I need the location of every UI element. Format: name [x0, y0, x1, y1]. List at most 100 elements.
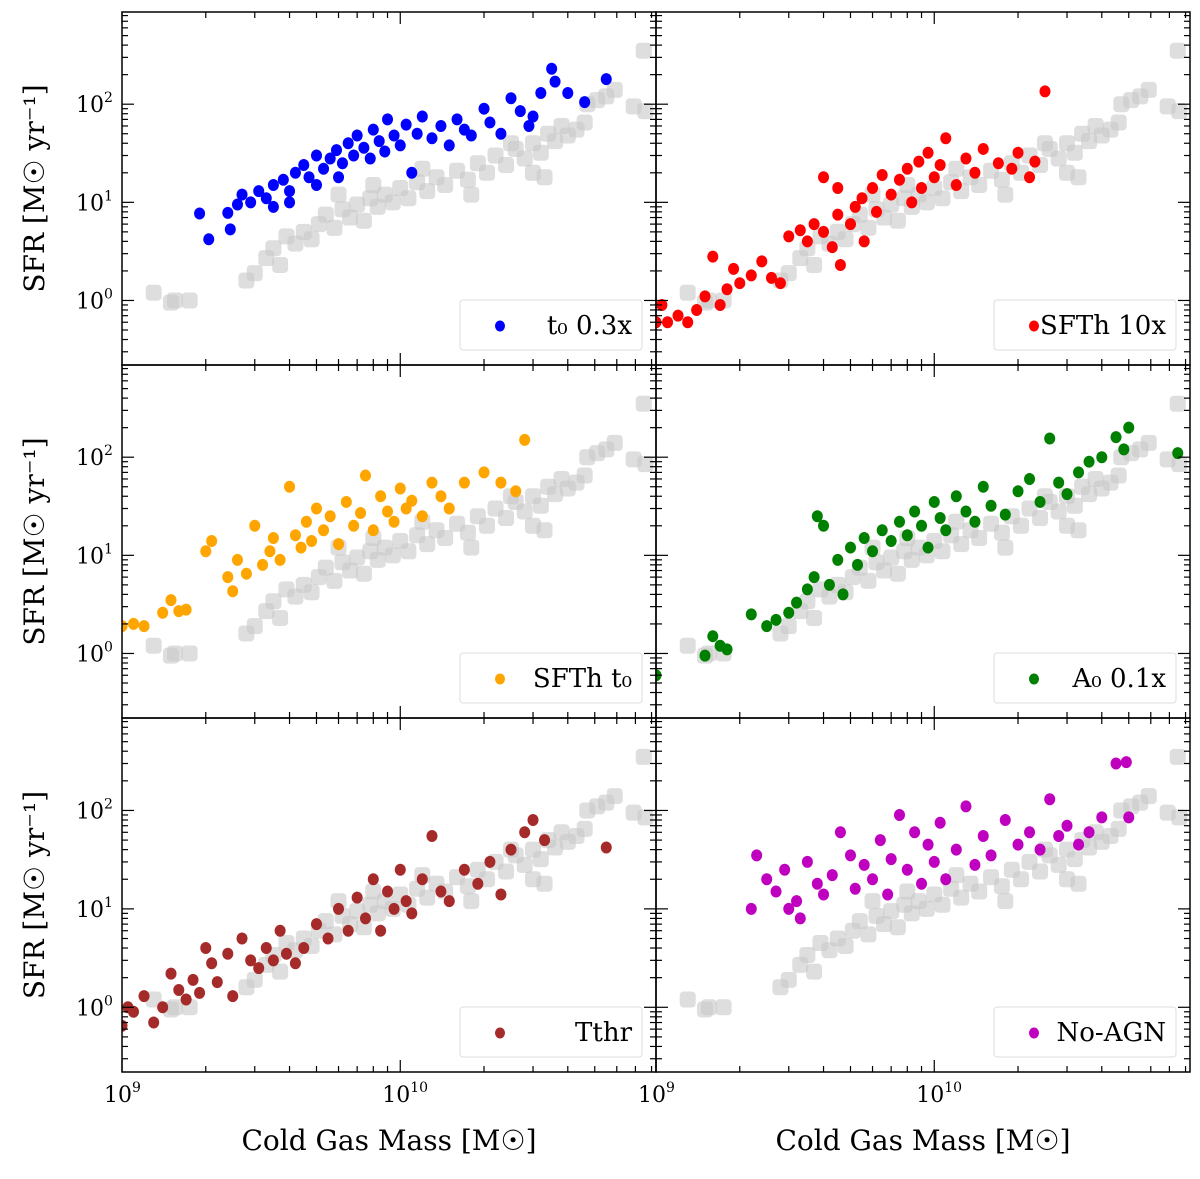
data-point — [934, 512, 946, 525]
reference-point — [679, 991, 696, 1008]
data-point — [200, 942, 212, 955]
data-point — [342, 137, 354, 150]
reference-point — [948, 513, 965, 530]
data-point — [844, 541, 856, 554]
reference-point — [1110, 114, 1127, 131]
data-point — [1120, 756, 1132, 769]
data-point — [1024, 472, 1036, 485]
tick-exponent: 0 — [104, 286, 113, 302]
data-point — [1172, 447, 1184, 460]
data-point — [267, 954, 279, 967]
data-point — [289, 166, 301, 179]
x-tick-label: 109 — [638, 1080, 675, 1108]
data-point — [435, 885, 447, 898]
reference-point — [799, 593, 816, 610]
reference-point — [903, 905, 920, 922]
data-point — [375, 490, 387, 503]
data-point — [922, 541, 934, 554]
data-point — [1034, 843, 1046, 856]
data-point — [128, 617, 140, 630]
data-point — [373, 135, 385, 148]
reference-point — [1013, 871, 1030, 888]
data-point — [1096, 811, 1108, 824]
legend-label: No-AGN — [1057, 1018, 1166, 1048]
data-point — [535, 87, 547, 100]
data-point — [284, 196, 296, 209]
reference-point — [948, 867, 965, 884]
data-point — [165, 594, 177, 607]
reference-point — [502, 135, 519, 152]
reference-point — [479, 164, 496, 181]
data-point — [721, 283, 733, 296]
data-point — [858, 235, 870, 248]
reference-point — [414, 160, 431, 177]
data-point — [1083, 826, 1095, 839]
data-point — [801, 235, 813, 248]
data-point — [484, 116, 496, 129]
reference-point — [1050, 856, 1067, 873]
data-point — [426, 830, 438, 843]
data-point — [818, 888, 830, 901]
data-point — [157, 606, 169, 619]
data-point — [295, 541, 307, 554]
data-point — [1012, 146, 1024, 159]
reference-point — [953, 536, 970, 553]
data-point — [406, 166, 418, 179]
reference-point — [851, 913, 868, 930]
panel-1: SFTh 10x — [655, 11, 1191, 366]
reference-point — [463, 186, 480, 203]
data-point — [969, 515, 981, 528]
data-point — [289, 957, 301, 970]
data-point — [1029, 155, 1041, 168]
x-axis-label: Cold Gas Mass [M☉] — [775, 1124, 1070, 1157]
reference-point — [948, 160, 965, 177]
legend-marker — [1029, 673, 1039, 685]
data-point — [940, 873, 952, 886]
data-point — [245, 196, 257, 209]
data-point — [194, 986, 206, 999]
data-point — [260, 192, 272, 205]
data-point — [138, 990, 150, 1003]
data-point — [811, 510, 823, 523]
data-point — [333, 902, 345, 915]
data-point — [826, 241, 838, 254]
data-point — [426, 476, 438, 489]
reference-point — [246, 618, 263, 635]
data-point — [960, 152, 972, 165]
data-point — [808, 218, 820, 231]
data-point — [734, 277, 746, 290]
data-point — [527, 813, 539, 826]
reference-point — [326, 572, 343, 589]
data-point — [909, 505, 921, 518]
reference-point — [459, 878, 476, 895]
reference-point — [536, 875, 553, 892]
data-point — [222, 206, 234, 219]
reference-point — [342, 209, 359, 226]
data-point — [1044, 793, 1056, 806]
data-point — [388, 129, 400, 142]
data-point — [200, 545, 212, 558]
data-point — [867, 545, 879, 558]
reference-point — [272, 963, 289, 980]
legend: SFTh t₀ — [459, 652, 643, 704]
data-point — [940, 524, 952, 537]
data-point — [280, 947, 292, 960]
reference-point — [317, 206, 334, 223]
data-point — [1118, 443, 1130, 456]
reference-point — [303, 584, 320, 601]
reference-point — [918, 194, 935, 211]
data-point — [916, 877, 928, 890]
data-point — [811, 877, 823, 890]
points-group — [679, 748, 1188, 1018]
data-point — [478, 466, 490, 479]
reference-point — [365, 177, 382, 194]
data-point — [849, 882, 861, 895]
reference-point — [1013, 517, 1030, 534]
data-point — [451, 113, 463, 126]
legend: t₀ 0.3x — [459, 299, 643, 351]
data-point — [751, 849, 763, 862]
data-point — [495, 476, 507, 489]
data-point — [416, 510, 428, 523]
